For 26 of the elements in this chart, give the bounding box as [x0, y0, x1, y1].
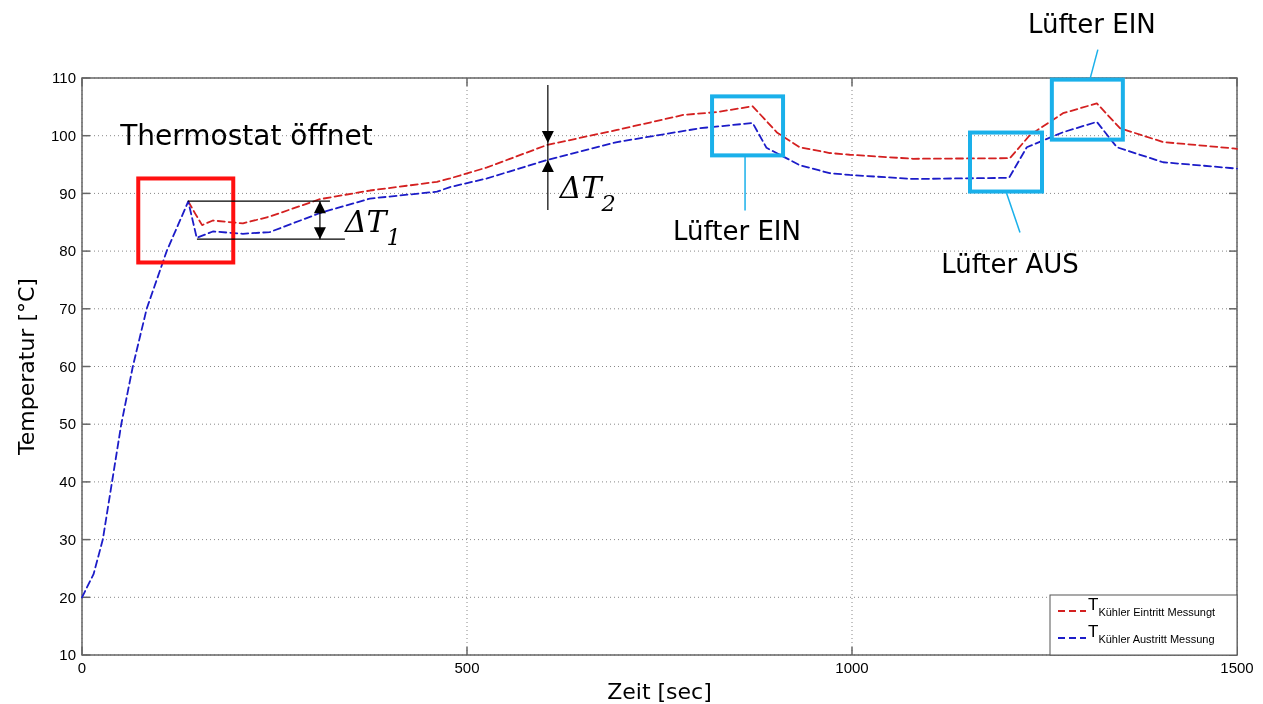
y-tick-label: 30 — [59, 530, 76, 548]
x-axis-title: Zeit [sec] — [607, 679, 712, 704]
legend-label: T$_{Kühler Austritt Messung}$ — [1088, 622, 1215, 645]
y-tick-label: 40 — [59, 473, 76, 491]
y-tick-label: 20 — [59, 588, 76, 606]
y-tick-label: 80 — [59, 242, 76, 260]
y-tick-label: 50 — [59, 415, 76, 433]
y-axis-title: Temperatur [°C] — [14, 278, 39, 456]
y-tick-label: 60 — [59, 357, 76, 375]
x-tick-label: 1000 — [835, 659, 869, 676]
annotation: ΔT$_{1}$ — [343, 204, 401, 251]
y-tick-label: 90 — [59, 184, 76, 202]
annotation: Thermostat öffnet — [119, 119, 373, 153]
annotation: Lüfter EIN — [673, 216, 801, 247]
annotation: Lüfter AUS — [941, 248, 1079, 279]
x-tick-label: 1500 — [1220, 659, 1254, 676]
legend-label: T$_{Kühler Eintritt Messungt}$ — [1088, 595, 1216, 618]
line-series — [81, 120, 1238, 599]
y-tick-label: 110 — [52, 69, 76, 87]
x-tick-label: 500 — [454, 659, 480, 676]
y-tick-label: 10 — [59, 646, 76, 664]
x-tick-label: 0 — [77, 659, 87, 676]
y-tick-label: 70 — [59, 300, 76, 318]
y-tick-label: 100 — [50, 126, 76, 144]
text: Lüfter EIN — [1027, 8, 1156, 39]
annotation: ΔT$_{2}$ — [558, 170, 616, 217]
